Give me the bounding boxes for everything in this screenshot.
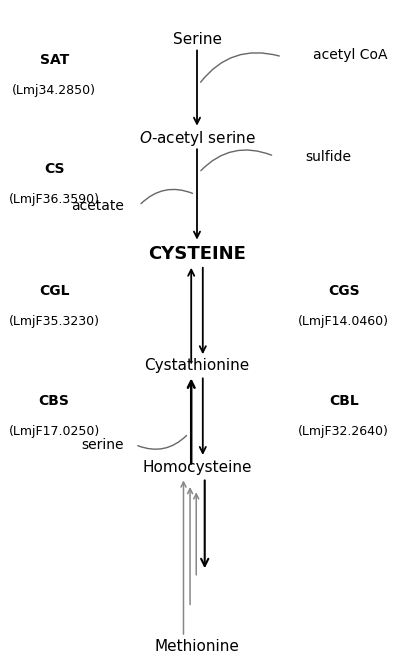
- Text: Serine: Serine: [173, 32, 221, 47]
- Text: (LmjF14.0460): (LmjF14.0460): [298, 315, 389, 328]
- Text: (LmjF36.3590): (LmjF36.3590): [9, 193, 100, 206]
- Text: acetate: acetate: [71, 199, 124, 212]
- Text: CGS: CGS: [328, 284, 360, 298]
- Text: acetyl CoA: acetyl CoA: [313, 48, 387, 62]
- Text: (LmjF32.2640): (LmjF32.2640): [298, 425, 389, 438]
- Text: (Lmj34.2850): (Lmj34.2850): [12, 85, 96, 97]
- Text: SAT: SAT: [39, 53, 69, 67]
- Text: Homocysteine: Homocysteine: [142, 460, 252, 475]
- Text: (LmjF35.3230): (LmjF35.3230): [9, 315, 100, 328]
- Text: sulfide: sulfide: [305, 150, 351, 164]
- Text: Methionine: Methionine: [154, 639, 240, 655]
- Text: CBS: CBS: [39, 394, 70, 408]
- Text: CS: CS: [44, 162, 64, 176]
- Text: CBL: CBL: [329, 394, 359, 408]
- Text: Cystathionine: Cystathionine: [144, 358, 250, 373]
- Text: (LmjF17.0250): (LmjF17.0250): [9, 425, 100, 438]
- Text: CGL: CGL: [39, 284, 69, 298]
- Text: CYSTEINE: CYSTEINE: [148, 245, 246, 263]
- Text: serine: serine: [81, 437, 124, 452]
- Text: $\it{O}$-acetyl serine: $\it{O}$-acetyl serine: [139, 129, 255, 148]
